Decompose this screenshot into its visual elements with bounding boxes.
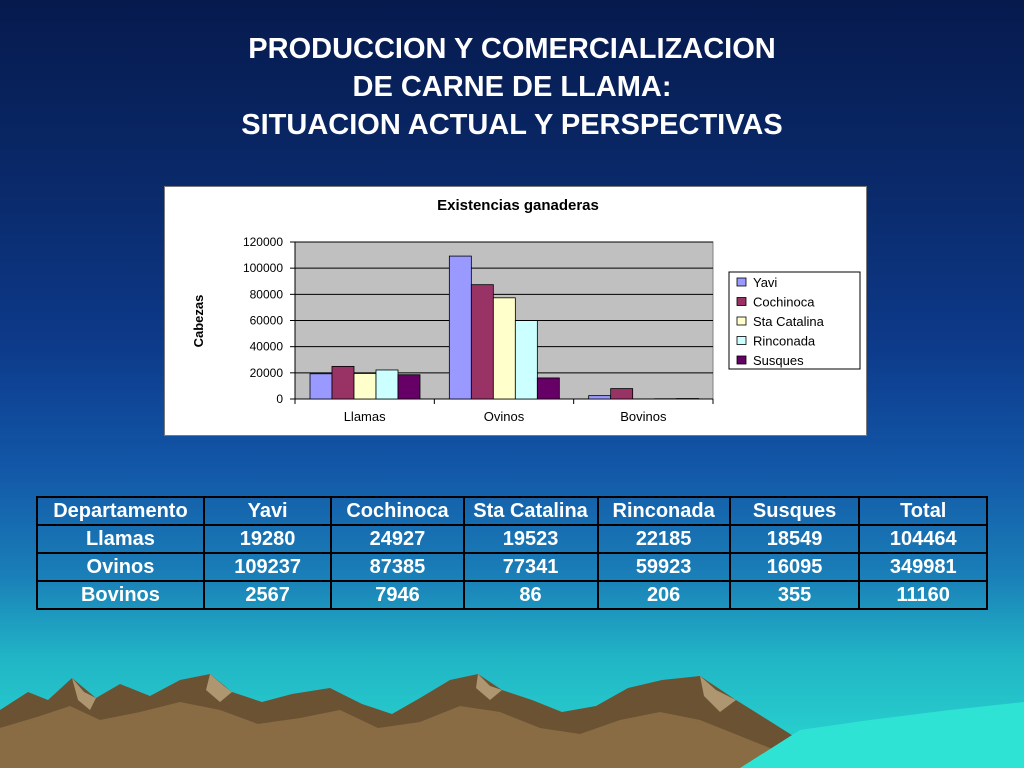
legend-swatch [736,316,747,326]
mountain-landscape [0,674,1024,768]
table-cell: 109237 [202,552,333,582]
livestock-table: Departamento Yavi Cochinoca Sta Catalina Rin… [36,496,988,610]
table-cell: 349981 [858,552,988,582]
legend-entry: Cochinoca [753,295,815,310]
bar-yavi-ovinos [448,255,472,400]
y-tick-label: 100000 [243,261,283,275]
table-cell: 206 [596,580,731,610]
x-tick-label: Ovinos [484,409,525,424]
table-cell: 18549 [728,524,861,554]
bar-yavi-bovinos [588,395,612,400]
x-tick-label: Bovinos [620,409,667,424]
bar-yavi-llamas [309,373,333,400]
table-cell: 355 [728,580,861,610]
slide-title: PRODUCCION Y COMERCIALIZACION DE CARNE D… [0,30,1024,144]
legend-box [728,271,861,370]
legend-swatch [736,297,747,306]
table-cell: 24927 [330,524,465,554]
row-label-cell: Bovinos [36,580,205,610]
bar-cochinoca-ovinos [470,284,494,400]
bar-susques-ovinos [536,377,560,400]
chart-container: Existencias ganaderas Cabezas 0 20000 4000… [164,186,867,436]
table-cell: 16095 [728,552,861,582]
y-tick-label: 20000 [250,366,284,380]
column-header: Susques [728,496,861,526]
legend-entry: Yavi [753,275,777,290]
x-tick-label: Llamas [344,409,386,424]
y-tick-label: 60000 [250,314,284,328]
column-header: Departamento [36,496,205,526]
y-tick-label: 40000 [250,340,284,354]
table-cell: 104464 [858,524,988,554]
table-row: Bovinos 2567 7946 86 206 355 11160 [36,580,988,610]
table-cell: 2567 [202,580,333,610]
y-tick-label: 120000 [243,235,283,249]
bar-susques-llamas [397,374,421,400]
table-cell: 77341 [462,552,599,582]
legend-swatch [736,355,747,365]
title-line: SITUACION ACTUAL Y PERSPECTIVAS [241,109,783,141]
table-cell: 19523 [462,524,599,554]
row-label-cell: Llamas [36,524,205,554]
legend-swatch [736,277,747,287]
column-header: Yavi [202,496,333,526]
legend-entry: Susques [753,353,804,368]
table-row: Ovinos 109237 87385 77341 59923 16095 349981 [36,552,988,582]
table-cell: 59923 [596,552,731,582]
column-header: Rinconada [596,496,731,526]
bar-sta-catalina-ovinos [492,297,516,400]
legend-swatch [736,336,747,345]
table-cell: 11160 [858,580,988,610]
bar-rinconada-llamas [375,369,399,400]
table-cell: 22185 [596,524,731,554]
table-row: Llamas 19280 24927 19523 22185 18549 104464 [36,524,988,554]
column-header: Cochinoca [330,496,465,526]
column-header: Sta Catalina [462,496,599,526]
title-line: PRODUCCION Y COMERCIALIZACION [248,33,776,65]
table-cell: 86 [462,580,599,610]
title-line: DE CARNE DE LLAMA: [352,71,672,103]
table-cell: 19280 [202,524,333,554]
table-header-row: Departamento Yavi Cochinoca Sta Catalina Rin… [36,496,988,526]
y-tick-label: 0 [276,392,283,406]
legend-entry: Rinconada [753,334,816,349]
y-tick-label: 80000 [250,287,284,301]
bar-chart: Existencias ganaderas Cabezas 0 20000 4000… [191,197,861,424]
table-cell: 7946 [330,580,465,610]
chart-title: Existencias ganaderas [437,197,599,214]
table-cell: 87385 [330,552,465,582]
bar-sta-catalina-llamas [353,373,377,400]
y-axis-label: Cabezas [191,295,206,348]
bar-cochinoca-llamas [331,365,355,400]
column-header: Total [858,496,988,526]
legend-entry: Sta Catalina [753,314,825,329]
row-label-cell: Ovinos [36,552,205,582]
bar-cochinoca-bovinos [610,388,634,400]
bar-rinconada-ovinos [514,320,538,400]
